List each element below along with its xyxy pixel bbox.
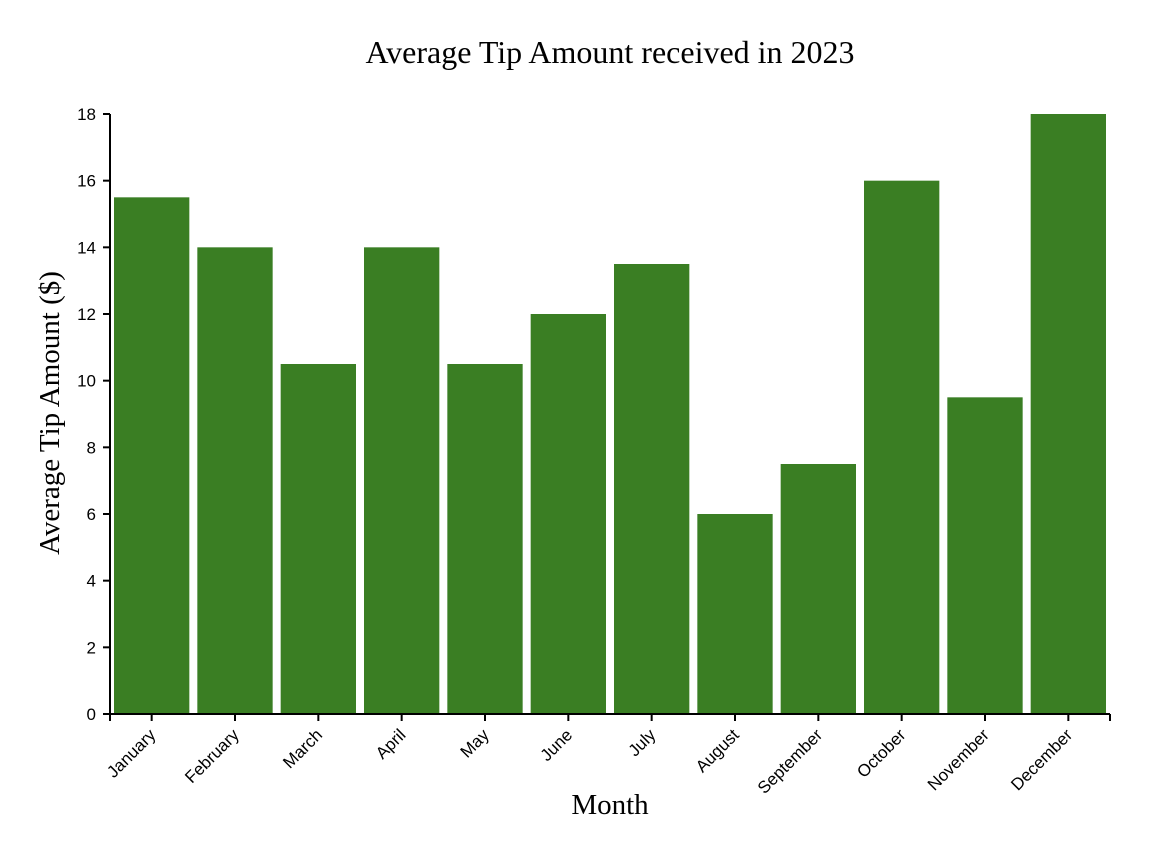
x-tick-label: May	[457, 725, 493, 761]
y-tick-label: 16	[77, 172, 96, 191]
bar-september	[780, 464, 856, 714]
y-tick-label: 0	[87, 705, 96, 724]
x-tick-label: July	[625, 725, 660, 760]
bars-layer	[114, 114, 1106, 715]
y-tick-label: 18	[77, 105, 96, 124]
y-axis: 0 2 4 6 8 10 12 14 16 18	[77, 105, 111, 724]
x-tick-label: November	[924, 725, 993, 794]
y-tick-label: 12	[77, 305, 96, 324]
bar-march	[280, 364, 356, 714]
x-tick-label: December	[1007, 725, 1076, 794]
y-tick-label: 10	[77, 372, 96, 391]
bar-may	[447, 364, 523, 714]
bar-november	[947, 397, 1023, 714]
x-tick-label: August	[692, 725, 743, 776]
x-tick-label: April	[372, 725, 409, 762]
bar-august	[697, 514, 773, 714]
x-tick-label: January	[103, 725, 160, 782]
bar-december	[1030, 114, 1106, 714]
bar-january	[114, 197, 190, 714]
y-tick-label: 4	[87, 572, 96, 591]
bar-april	[364, 247, 440, 714]
x-tick-label: February	[181, 725, 243, 787]
x-axis: January February March April May June July Augu…	[103, 713, 1111, 798]
x-tick-label: March	[279, 725, 326, 772]
x-axis-title: Month	[571, 789, 649, 821]
bar-october	[864, 180, 940, 715]
x-tick-label: September	[754, 725, 826, 797]
y-tick-label: 8	[87, 438, 96, 457]
y-tick-label: 2	[87, 638, 96, 657]
bar-june	[530, 314, 606, 714]
bar-february	[197, 247, 273, 714]
x-tick-label: June	[537, 725, 577, 765]
y-tick-label: 14	[77, 238, 96, 257]
chart-title: Average Tip Amount received in 2023	[365, 34, 854, 70]
y-tick-label: 6	[87, 505, 96, 524]
y-axis-title: Average Tip Amount ($)	[34, 271, 66, 555]
x-tick-label: October	[853, 725, 909, 781]
bar-july	[614, 264, 690, 714]
